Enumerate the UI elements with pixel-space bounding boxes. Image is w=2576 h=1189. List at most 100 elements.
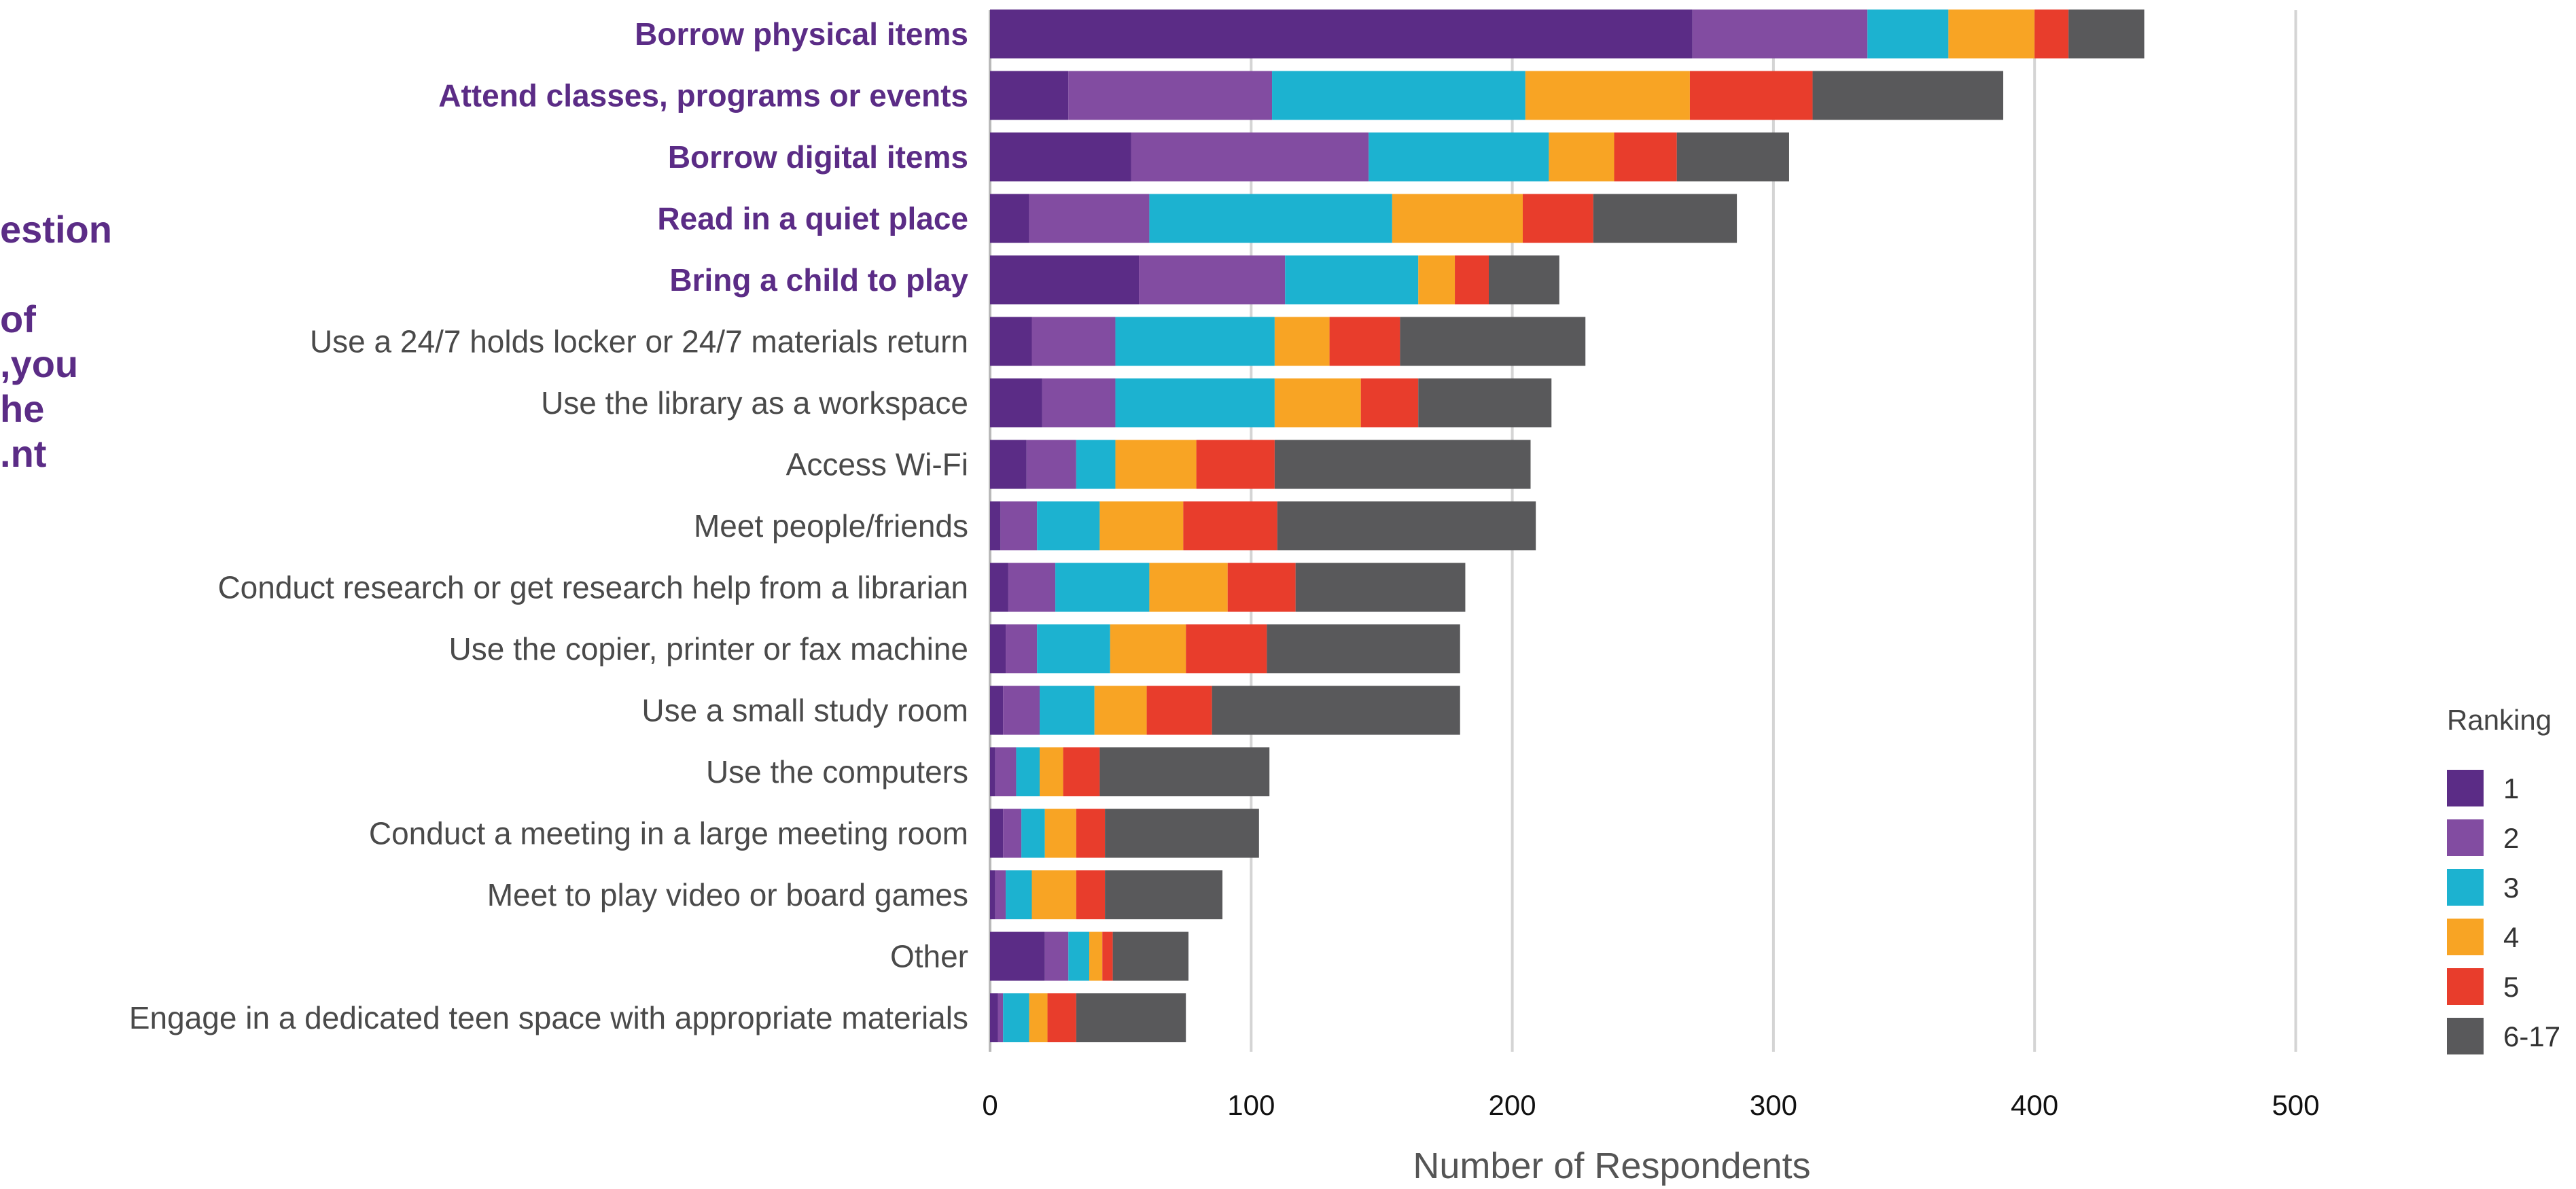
bar-segment-r3-s1 xyxy=(1029,194,1150,243)
question-text: estion of you, he nt. xyxy=(0,208,112,475)
bar-segment-r6-s3 xyxy=(1274,378,1361,427)
bars xyxy=(990,10,2145,1042)
bar-segment-r11-s3 xyxy=(1094,686,1147,735)
bar-segment-r16-s5 xyxy=(1076,993,1186,1042)
bar-segment-r15-s4 xyxy=(1102,931,1113,981)
bar-segment-r8-s2 xyxy=(1037,501,1100,550)
bar-segment-r13-s3 xyxy=(1044,809,1076,858)
category-label-1: Attend classes, programs or events xyxy=(438,78,968,113)
bar-segment-r10-s5 xyxy=(1267,624,1460,673)
bar-segment-r16-s0 xyxy=(990,993,998,1042)
bar-segment-r11-s0 xyxy=(990,686,1004,735)
bar-segment-r12-s1 xyxy=(995,747,1017,796)
bar-segment-r8-s3 xyxy=(1099,501,1184,550)
bar-segment-r3-s5 xyxy=(1593,194,1737,243)
bar-segment-r1-s0 xyxy=(990,71,1069,120)
bar-segment-r6-s5 xyxy=(1418,378,1552,427)
gridlines xyxy=(989,10,2297,1052)
bar-segment-r4-s1 xyxy=(1139,255,1286,304)
legend-swatch-2 xyxy=(2447,869,2484,906)
bar-segment-r3-s3 xyxy=(1392,194,1523,243)
bar-segment-r0-s2 xyxy=(1867,10,1949,58)
legend-label-0: 1 xyxy=(2503,773,2519,804)
bar-segment-r0-s1 xyxy=(1692,10,1868,58)
legend-label-2: 3 xyxy=(2503,872,2519,904)
category-label-14: Meet to play video or board games xyxy=(487,877,968,912)
bar-segment-r0-s0 xyxy=(990,10,1693,58)
x-tick-labels: 0 100 200 300 400 500 xyxy=(982,1089,2319,1121)
bar-segment-r15-s3 xyxy=(1089,931,1103,981)
bar-segment-r1-s5 xyxy=(1812,71,2004,120)
bar-segment-r12-s5 xyxy=(1099,747,1270,796)
bar-segment-r6-s0 xyxy=(990,378,1042,427)
x-tick-0: 0 xyxy=(982,1089,998,1121)
bar-segment-r0-s3 xyxy=(1948,10,2035,58)
bar-segment-r9-s4 xyxy=(1227,563,1296,612)
bar-segment-r12-s4 xyxy=(1063,747,1100,796)
bar-segment-r6-s4 xyxy=(1360,378,1419,427)
bar-segment-r2-s5 xyxy=(1676,132,1789,181)
bar-segment-r9-s0 xyxy=(990,563,1008,612)
category-label-8: Meet people/friends xyxy=(694,508,968,544)
bar-segment-r14-s0 xyxy=(990,870,995,919)
bar-segment-r8-s0 xyxy=(990,501,1001,550)
bar-segment-r5-s2 xyxy=(1115,317,1275,366)
bar-segment-r1-s3 xyxy=(1525,71,1690,120)
bar-segment-r11-s2 xyxy=(1040,686,1095,735)
bar-segment-r13-s4 xyxy=(1076,809,1106,858)
bar-segment-r9-s5 xyxy=(1295,563,1466,612)
bar-segment-r3-s4 xyxy=(1522,194,1593,243)
bar-segment-r2-s2 xyxy=(1369,132,1549,181)
bar-segment-r8-s1 xyxy=(1000,501,1038,550)
bar-segment-r15-s2 xyxy=(1068,931,1090,981)
bar-segment-r9-s2 xyxy=(1055,563,1150,612)
bar-segment-r11-s4 xyxy=(1146,686,1212,735)
bar-segment-r6-s1 xyxy=(1042,378,1116,427)
bar-segment-r7-s5 xyxy=(1274,440,1531,489)
category-label-16: Engage in a dedicated teen space with ap… xyxy=(129,1000,968,1035)
bar-segment-r3-s0 xyxy=(990,194,1029,243)
bar-segment-r16-s4 xyxy=(1047,993,1076,1042)
bar-segment-r5-s5 xyxy=(1400,317,1586,366)
bar-segment-r7-s0 xyxy=(990,440,1027,489)
bar-segment-r6-s2 xyxy=(1115,378,1275,427)
bar-segment-r7-s1 xyxy=(1026,440,1076,489)
bar-segment-r15-s0 xyxy=(990,931,1045,981)
bar-segment-r14-s5 xyxy=(1105,870,1223,919)
legend-label-3: 4 xyxy=(2503,921,2519,953)
bar-segment-r10-s3 xyxy=(1110,624,1186,673)
legend-label-4: 5 xyxy=(2503,971,2519,1003)
x-tick-100: 100 xyxy=(1227,1089,1275,1121)
bar-segment-r4-s4 xyxy=(1455,255,1489,304)
bar-segment-r12-s3 xyxy=(1040,747,1063,796)
category-label-5: Use a 24/7 holds locker or 24/7 material… xyxy=(310,324,968,359)
category-label-6: Use the library as a workspace xyxy=(541,385,968,421)
bar-segment-r4-s5 xyxy=(1489,255,1559,304)
bar-segment-r14-s1 xyxy=(995,870,1006,919)
legend-swatch-4 xyxy=(2447,968,2484,1005)
bar-segment-r8-s5 xyxy=(1277,501,1536,550)
bar-segment-r11-s1 xyxy=(1003,686,1040,735)
bar-segment-r4-s0 xyxy=(990,255,1140,304)
legend-label-5: 6-17 xyxy=(2503,1021,2560,1052)
category-label-7: Access Wi-Fi xyxy=(786,447,968,482)
bar-segment-r10-s2 xyxy=(1037,624,1110,673)
bar-segment-r2-s1 xyxy=(1131,132,1369,181)
bar-segment-r5-s0 xyxy=(990,317,1032,366)
bar-segment-r16-s3 xyxy=(1029,993,1048,1042)
bar-segment-r5-s3 xyxy=(1274,317,1330,366)
bar-segment-r14-s3 xyxy=(1031,870,1076,919)
bar-segment-r0-s4 xyxy=(2034,10,2069,58)
bar-segment-r13-s0 xyxy=(990,809,1004,858)
legend: Ranking 1 2 3 4 5 6-17 xyxy=(2447,704,2560,1054)
bar-segment-r15-s1 xyxy=(1044,931,1069,981)
bar-segment-r0-s5 xyxy=(2068,10,2145,58)
bar-segment-r10-s4 xyxy=(1186,624,1267,673)
bar-segment-r2-s0 xyxy=(990,132,1131,181)
bar-segment-r4-s3 xyxy=(1418,255,1455,304)
bar-segment-r2-s3 xyxy=(1549,132,1615,181)
category-label-15: Other xyxy=(890,939,968,974)
bar-segment-r9-s1 xyxy=(1008,563,1056,612)
bar-segment-r3-s2 xyxy=(1149,194,1392,243)
bar-segment-r8-s4 xyxy=(1183,501,1277,550)
